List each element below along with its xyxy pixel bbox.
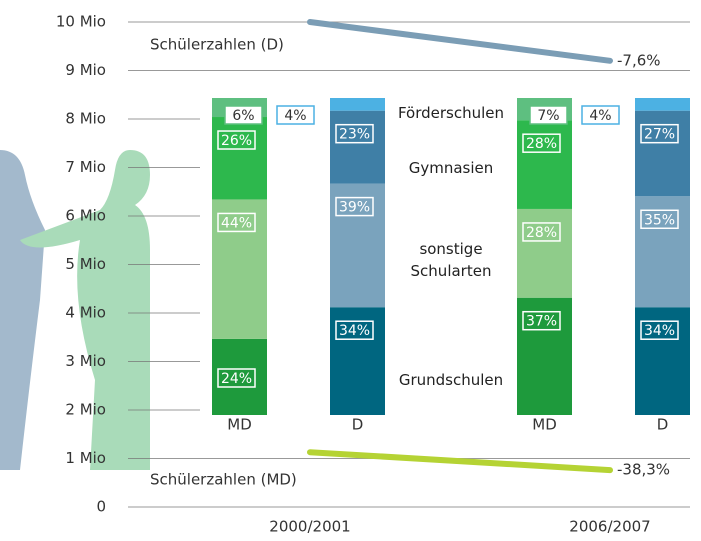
label-box (522, 310, 561, 331)
bar-segment (212, 338, 267, 415)
data-label: 27% (644, 127, 675, 143)
data-label: 4% (589, 108, 611, 124)
label-box (522, 222, 561, 242)
series-label: Schülerzahlen (D) (150, 36, 284, 54)
legend-label: Gymnasien (408, 159, 494, 177)
label-box (217, 368, 256, 388)
y-tick-label: 6 Mio (65, 207, 106, 225)
bar-segment (517, 120, 572, 209)
label-box (529, 105, 568, 125)
label-box (335, 196, 374, 217)
label-box (640, 123, 679, 144)
bar-segment (517, 208, 572, 298)
bar-segment (330, 183, 385, 308)
bar-segment (635, 307, 690, 415)
y-tick-label: 0 (96, 498, 106, 516)
label-box (640, 320, 679, 340)
data-label: 34% (339, 323, 370, 339)
y-tick-label: 4 Mio (65, 304, 106, 322)
bar-segment (330, 110, 385, 184)
label-box (276, 105, 315, 125)
data-label: 44% (221, 215, 252, 231)
legend-label: sonstige Schularten (410, 240, 492, 280)
bar-segment (635, 196, 690, 308)
label-box (522, 133, 561, 153)
y-tick-label: 5 Mio (65, 255, 106, 273)
data-label: 35% (644, 212, 675, 228)
bar-segment (212, 117, 267, 200)
x-tick-label: MD (532, 416, 557, 434)
line (307, 19, 613, 64)
line (307, 449, 613, 474)
bar-segment (517, 297, 572, 415)
data-label: 39% (339, 200, 370, 216)
bar-segment (330, 307, 385, 415)
data-label: 24% (221, 371, 252, 387)
y-tick-label: 2 Mio (65, 401, 106, 419)
series-label: Schülerzahlen (MD) (150, 471, 297, 489)
legend-label: Förderschulen (397, 104, 505, 122)
data-label: 6% (232, 108, 254, 124)
change-label: -7,6% (617, 51, 661, 69)
data-label: 26% (221, 133, 252, 149)
data-label: 7% (537, 108, 559, 124)
y-tick-label: 3 Mio (65, 352, 106, 370)
label-box (335, 123, 374, 144)
data-label: 37% (526, 314, 557, 330)
silhouettes (0, 150, 150, 470)
x-tick-label: MD (227, 416, 252, 434)
bar-segment (635, 110, 690, 197)
change-label: -38,3% (617, 461, 670, 479)
label-box (217, 130, 256, 150)
label-box (581, 105, 620, 125)
y-tick-label: 8 Mio (65, 110, 106, 128)
label-box (335, 320, 374, 340)
bar-segment (212, 199, 267, 339)
data-label: 4% (284, 108, 306, 124)
y-tick-label: 9 Mio (65, 61, 106, 79)
y-tick-label: 10 Mio (56, 13, 106, 31)
data-label: 23% (339, 127, 370, 143)
x-tick-label: D (657, 416, 669, 434)
data-label: 28% (526, 225, 557, 241)
y-tick-label: 7 Mio (65, 158, 106, 176)
bar-panel (200, 98, 690, 415)
data-label: 34% (644, 323, 675, 339)
bar-segment (635, 98, 690, 111)
legend-label: Grundschulen (398, 371, 504, 389)
data-label: 28% (526, 136, 557, 152)
y-tick-label: 1 Mio (65, 449, 106, 467)
person-silhouette (20, 150, 150, 470)
label-box (224, 105, 263, 125)
x-tick-label: 2006/2007 (569, 518, 650, 536)
x-tick-label: D (352, 416, 364, 434)
person-silhouette (0, 150, 45, 470)
bar-segment (330, 98, 385, 111)
x-tick-label: 2000/2001 (269, 518, 350, 536)
label-box (217, 212, 256, 233)
label-box (640, 209, 679, 230)
